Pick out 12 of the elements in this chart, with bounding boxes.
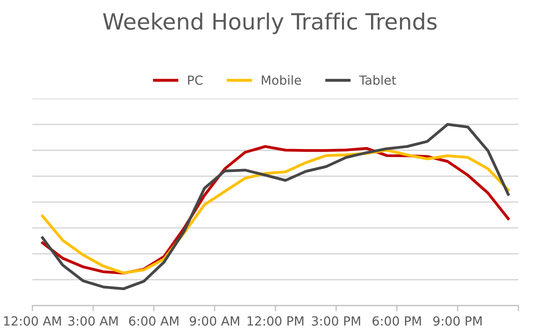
chart-title: Weekend Hourly Traffic Trends: [103, 12, 437, 34]
x-tick-label: 6:00 PM: [372, 316, 421, 326]
x-tick-label: 3:00 PM: [312, 316, 360, 326]
legend-label: Mobile: [262, 75, 301, 85]
x-tick-label: 3:00 AM: [68, 316, 118, 326]
x-tick-label: 6:00 AM: [129, 316, 178, 326]
x-tick-label: 9:00 PM: [433, 316, 482, 326]
x-tick-label: 12:00 PM: [248, 316, 304, 326]
legend-label: PC: [188, 75, 202, 85]
legend-label: Tablet: [359, 75, 396, 85]
x-tick-label: 12:00 AM: [4, 316, 61, 326]
x-tick-label: 9:00 AM: [190, 316, 240, 326]
